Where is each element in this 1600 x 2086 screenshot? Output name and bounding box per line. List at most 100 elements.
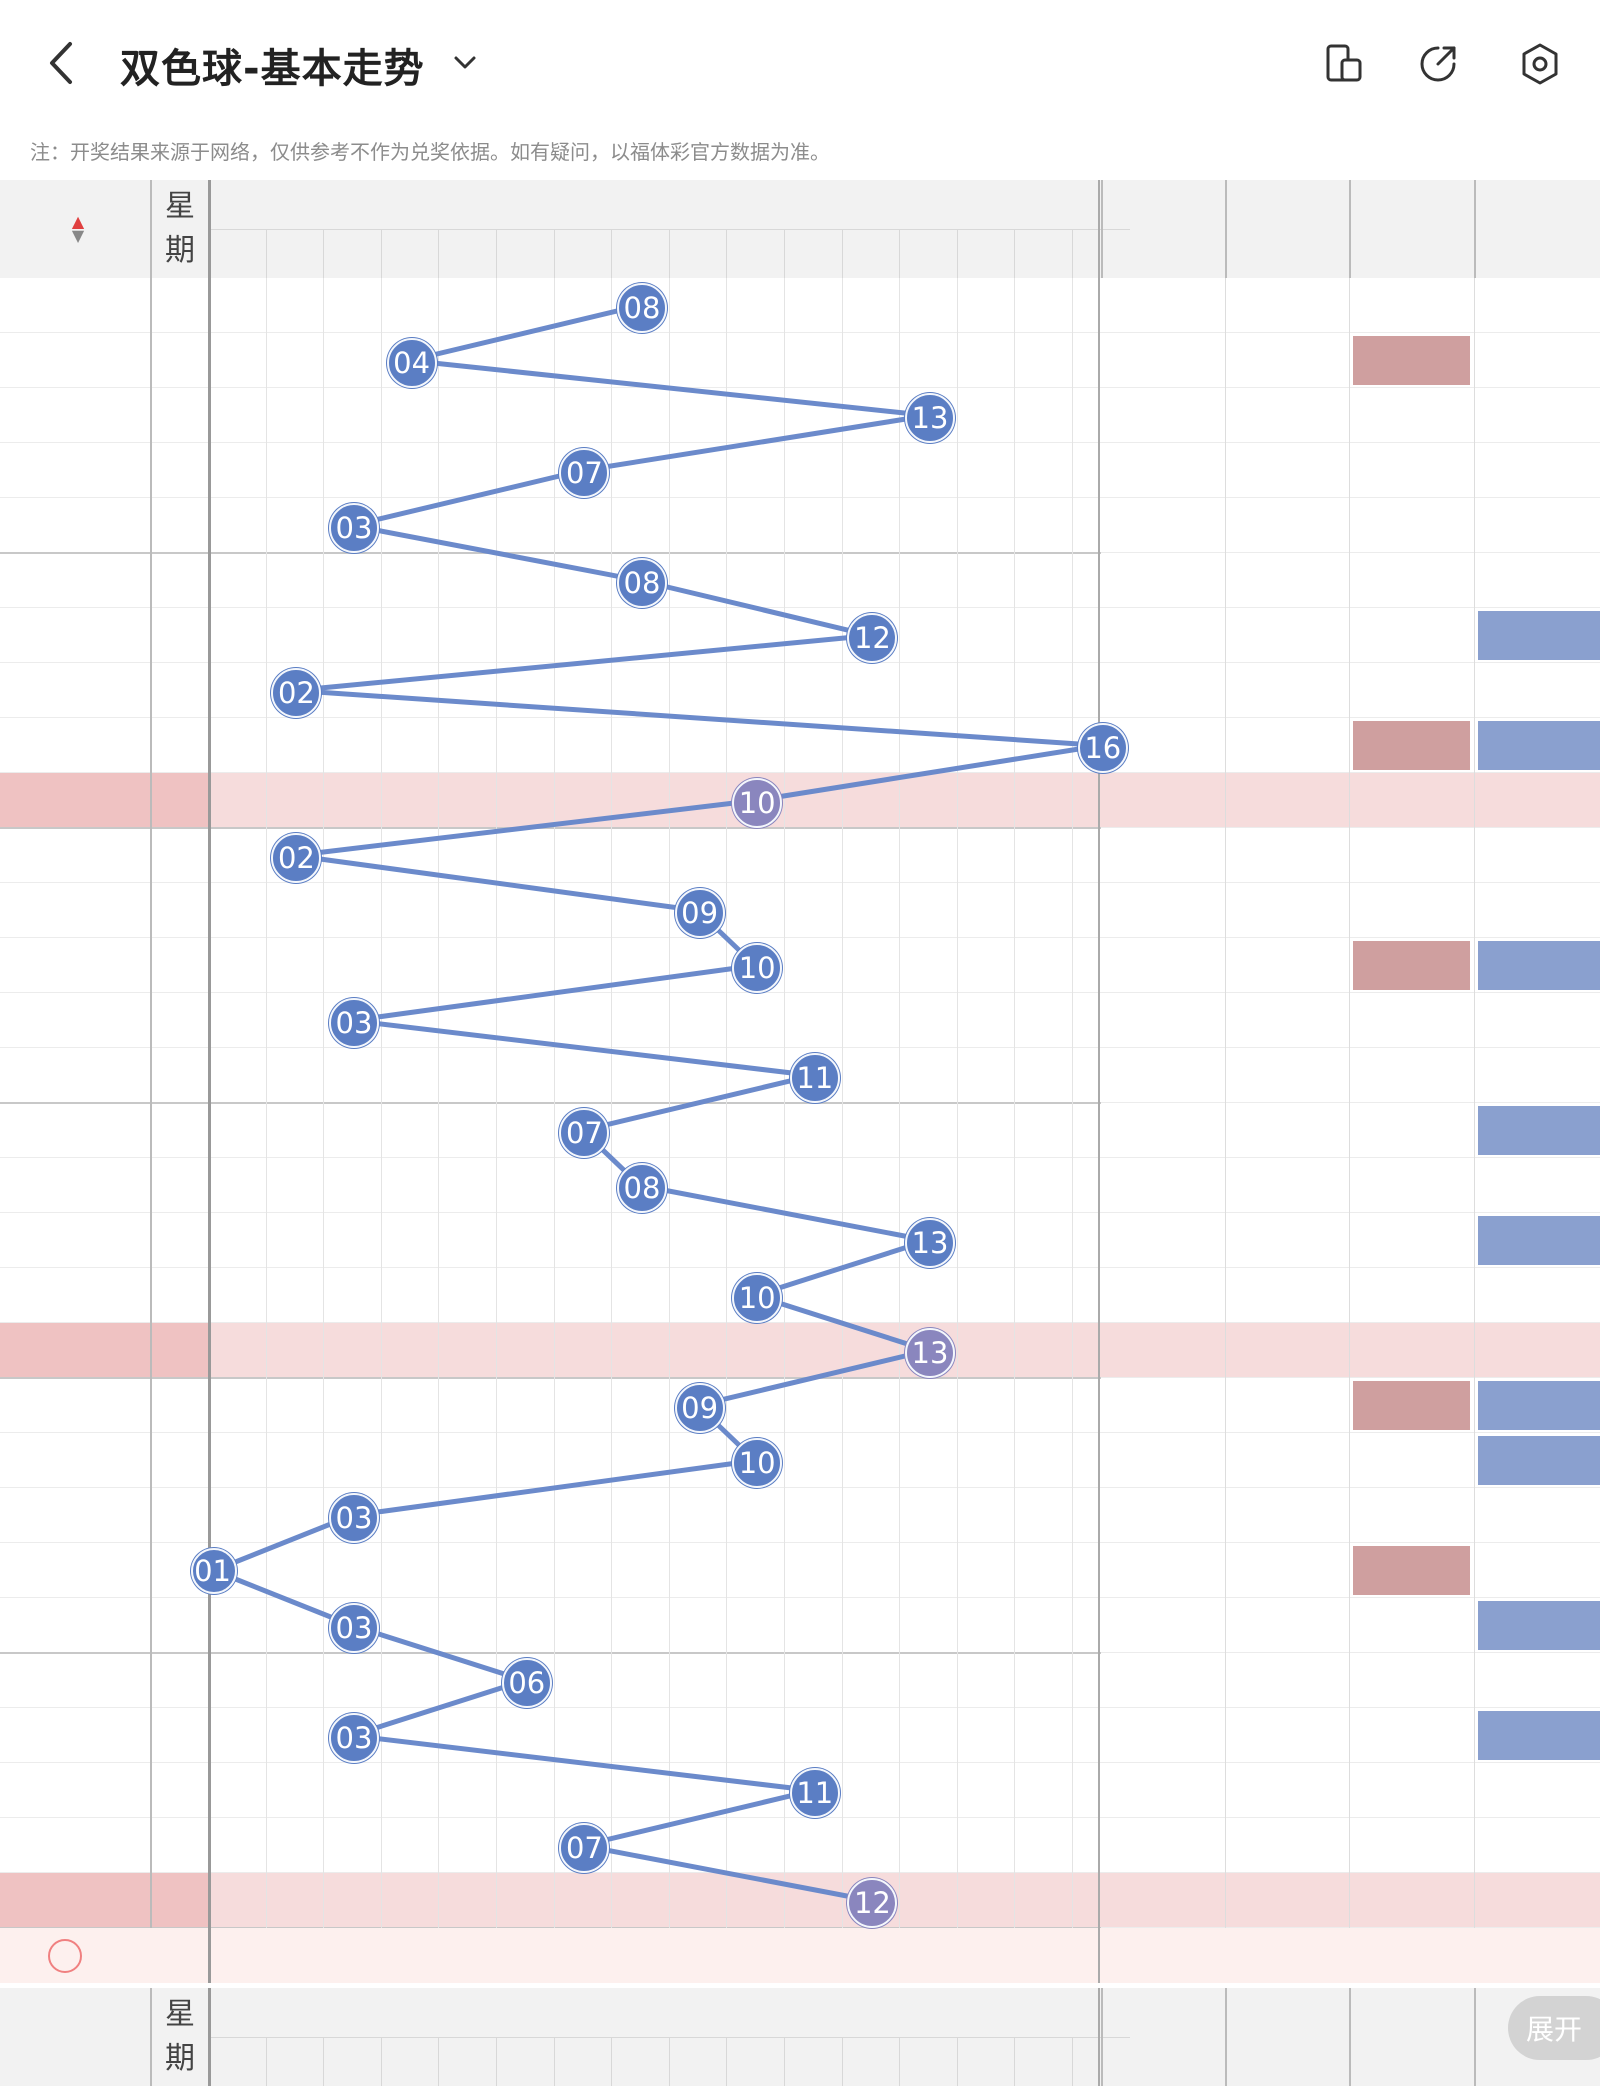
zone-ratio [1353,1656,1470,1705]
blue-ball[interactable]: 10 [732,777,783,828]
weekday [150,663,210,718]
select-blue-number[interactable] [496,1928,554,1983]
span-value [1225,498,1349,553]
blue-ball[interactable]: 10 [732,1272,783,1323]
blue-ball[interactable]: 01 [191,1547,237,1594]
sort-icon[interactable]: ▲ ▼ [71,212,85,245]
blue-ball[interactable]: 09 [674,1382,725,1433]
grid-line-v [1098,1988,1100,2086]
blue-ball[interactable]: 03 [329,1602,379,1653]
blue-miss-count [611,1433,669,1488]
blue-miss-01 [208,993,266,1048]
blue-ball[interactable]: 08 [617,282,667,333]
select-blue-number[interactable] [266,1928,324,1983]
blue-ball[interactable]: 11 [789,1767,840,1818]
blue-miss-count [726,1818,784,1873]
sum-value [1101,993,1225,1048]
zone-ratio [1353,941,1470,990]
blue-ball[interactable]: 06 [501,1657,552,1708]
blue-ball[interactable]: 13 [905,1327,955,1378]
blue-ball[interactable]: 03 [329,1712,379,1763]
select-blue-number[interactable] [1072,1928,1130,1983]
blue-miss-count [611,1323,669,1378]
odd-even-ratio [1478,831,1600,880]
select-label[interactable] [92,1928,172,1983]
blue-ball[interactable]: 04 [386,337,437,388]
select-blue-number[interactable] [726,1928,784,1983]
select-blue-number[interactable] [957,1928,1015,1983]
select-blue-number[interactable] [208,1928,266,1983]
select-blue-number[interactable] [842,1928,900,1983]
back-chevron-icon[interactable] [40,38,84,88]
blue-ball[interactable]: 07 [559,1822,610,1873]
span-value [1225,1818,1349,1873]
blue-ball[interactable]: 13 [905,1217,955,1268]
issue-number [0,1323,150,1378]
select-radio-icon[interactable] [48,1939,82,1973]
blue-ball[interactable]: 02 [271,832,322,883]
blue-miss-count [726,1048,784,1103]
blue-miss-count [784,993,842,1048]
issue-number [0,1158,150,1213]
blue-miss-count [1014,938,1072,993]
device-switch-icon[interactable] [1320,40,1368,88]
blue-ball[interactable]: 02 [271,667,322,718]
blue-miss-count [1014,1763,1072,1818]
chevron-down-icon[interactable] [448,48,482,78]
blue-miss-count [266,1213,324,1268]
blue-miss-count [784,1158,842,1213]
select-blue-number[interactable] [323,1928,381,1983]
blue-miss-count [381,718,439,773]
blue-miss-count [726,1763,784,1818]
select-blue-number[interactable] [899,1928,957,1983]
select-blue-number[interactable] [611,1928,669,1983]
blue-ball[interactable]: 07 [559,1107,610,1158]
blue-ball[interactable]: 10 [732,942,783,993]
blue-ball[interactable]: 03 [329,997,379,1048]
blue-ball[interactable]: 08 [617,1162,667,1213]
page-title[interactable]: 双色球-基本走势 [120,46,425,92]
blue-miss-count [784,1543,842,1598]
week-char-1: 星 [165,189,195,224]
blue-miss-count [899,1488,957,1543]
blue-miss-count [726,663,784,718]
select-blue-number[interactable] [1014,1928,1072,1983]
blue-miss-count [611,333,669,388]
blue-miss-count [784,883,842,938]
select-blue-number[interactable] [784,1928,842,1983]
blue-miss-count [957,278,1015,333]
blue-miss-count [957,773,1015,828]
header-bar: 双色球-基本走势 [0,0,1600,130]
grid-line-v [1225,1988,1227,2086]
expand-button[interactable]: 展开 [1508,1996,1600,2060]
blue-miss-count [784,773,842,828]
blue-miss-count [899,993,957,1048]
select-blue-number[interactable] [554,1928,612,1983]
row-highlight-left [0,1323,208,1378]
select-blue-number[interactable] [438,1928,496,1983]
share-icon[interactable] [1414,40,1462,88]
blue-miss-count [266,388,324,443]
select-blue-number[interactable] [381,1928,439,1983]
select-blue-number[interactable] [669,1928,727,1983]
blue-miss-count [438,1048,496,1103]
odd-even-ratio [1478,1546,1600,1595]
blue-ball[interactable]: 12 [847,612,898,663]
blue-ball[interactable]: 11 [789,1052,840,1103]
blue-miss-01 [208,1708,266,1763]
blue-ball[interactable]: 13 [905,392,955,443]
grid-line-v [1072,278,1073,1928]
blue-ball[interactable]: 09 [674,887,725,938]
grid-line-v [726,2037,728,2086]
blue-ball[interactable]: 08 [617,557,667,608]
blue-miss-count [554,663,612,718]
settings-icon[interactable] [1516,40,1564,88]
blue-ball[interactable]: 03 [329,502,379,553]
blue-ball[interactable]: 10 [732,1437,783,1488]
blue-ball[interactable]: 07 [559,447,610,498]
blue-ball[interactable]: 03 [329,1492,379,1543]
grid-line-v [956,2037,958,2086]
header-blue-number [496,229,554,278]
blue-ball[interactable]: 16 [1077,722,1128,773]
blue-ball[interactable]: 12 [847,1877,898,1928]
